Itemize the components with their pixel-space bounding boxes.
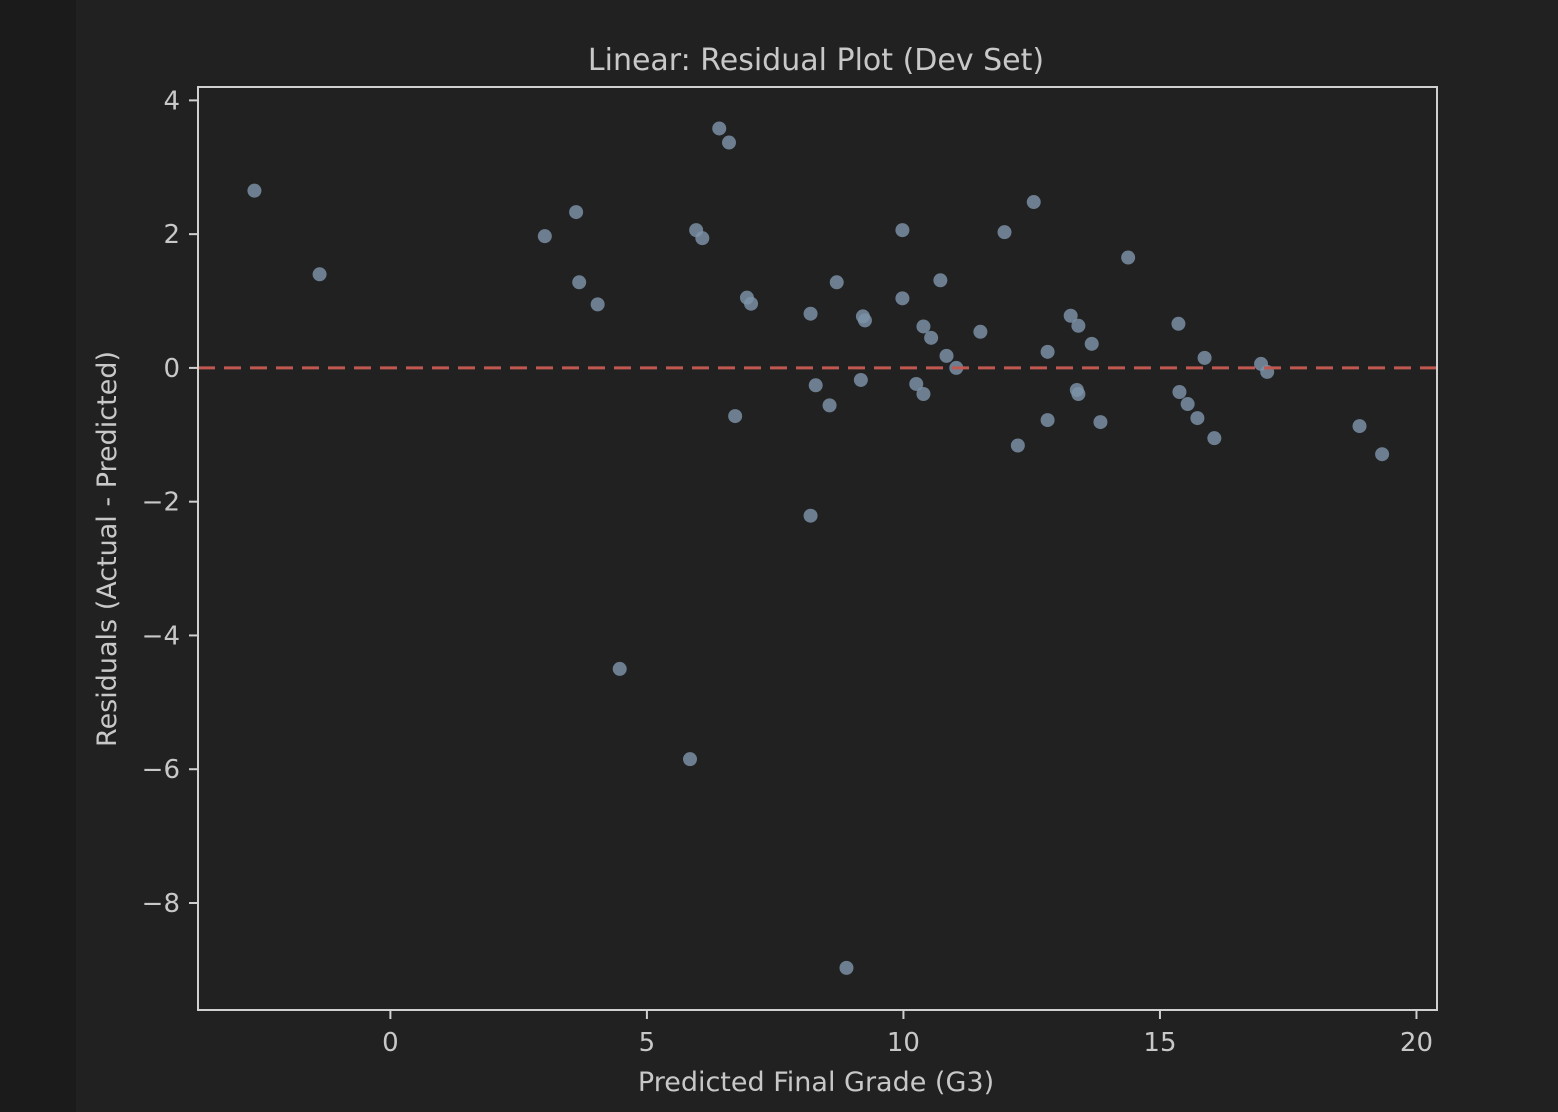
data-point-24 [857, 313, 872, 328]
data-point-36 [1010, 438, 1025, 453]
data-point-10 [695, 231, 710, 246]
x-tick-label: 20 [1400, 1028, 1433, 1058]
axes-frame [197, 86, 1438, 1011]
data-point-6 [590, 297, 605, 312]
chart-title: Linear: Residual Plot (Dev Set) [588, 43, 1044, 78]
data-point-11 [712, 121, 727, 136]
data-point-35 [997, 225, 1012, 240]
data-point-15 [744, 296, 759, 311]
data-point-37 [1026, 195, 1041, 210]
data-point-34 [973, 324, 988, 339]
data-point-18 [808, 378, 823, 393]
data-point-21 [839, 960, 854, 975]
data-point-19 [822, 398, 837, 413]
data-point-7 [612, 661, 627, 676]
y-tick-label: 2 [163, 220, 180, 250]
data-point-28 [916, 319, 931, 334]
data-point-31 [933, 273, 948, 288]
data-point-45 [1093, 415, 1108, 430]
x-tick-label: 15 [1143, 1028, 1176, 1058]
data-point-25 [895, 223, 910, 238]
data-point-55 [1352, 419, 1367, 434]
x-tick-label: 0 [382, 1028, 399, 1058]
data-point-46 [1121, 250, 1136, 265]
data-point-13 [728, 409, 743, 424]
x-axis-ticks: 0 5 10 15 20 [382, 1010, 1433, 1058]
data-point-48 [1172, 384, 1187, 399]
figure-background [76, 0, 1558, 1112]
scatter-points [247, 121, 1390, 975]
y-tick-label: 4 [163, 86, 180, 116]
data-point-50 [1190, 411, 1205, 426]
data-point-8 [683, 752, 698, 767]
data-point-5 [572, 275, 587, 290]
data-point-51 [1197, 350, 1212, 365]
data-point-29 [916, 386, 931, 401]
data-point-42 [1071, 318, 1086, 333]
data-point-27 [909, 376, 924, 391]
y-axis-ticks: 4 2 0 −2 −4 −6 −8 [142, 86, 198, 919]
y-tick-label: −6 [142, 755, 180, 785]
data-point-40 [1063, 308, 1078, 323]
x-tick-label: 5 [639, 1028, 656, 1058]
data-point-43 [1071, 386, 1086, 401]
data-point-12 [722, 135, 736, 150]
y-tick-label: −8 [142, 889, 180, 919]
data-point-52 [1207, 431, 1222, 446]
data-point-22 [853, 372, 868, 387]
data-point-44 [1084, 336, 1099, 351]
y-tick-label: −4 [142, 621, 180, 651]
data-point-32 [939, 348, 954, 363]
data-point-2 [312, 267, 327, 282]
data-point-1 [247, 183, 262, 198]
y-tick-label: −2 [142, 488, 180, 518]
data-point-56 [1375, 447, 1390, 462]
data-point-39 [1040, 413, 1055, 428]
data-point-26 [895, 291, 910, 306]
data-point-16 [803, 306, 818, 321]
data-point-17 [803, 508, 818, 523]
data-point-20 [829, 275, 844, 290]
data-point-4 [569, 205, 584, 220]
data-point-49 [1180, 397, 1195, 412]
x-tick-label: 10 [887, 1028, 920, 1058]
data-point-38 [1040, 344, 1055, 359]
y-tick-label: 0 [163, 354, 180, 384]
y-axis-label: Residuals (Actual - Predicted) [92, 351, 123, 747]
data-point-30 [924, 330, 939, 345]
data-point-3 [537, 229, 552, 244]
x-axis-label: Predicted Final Grade (G3) [638, 1067, 994, 1098]
data-point-47 [1171, 316, 1186, 331]
